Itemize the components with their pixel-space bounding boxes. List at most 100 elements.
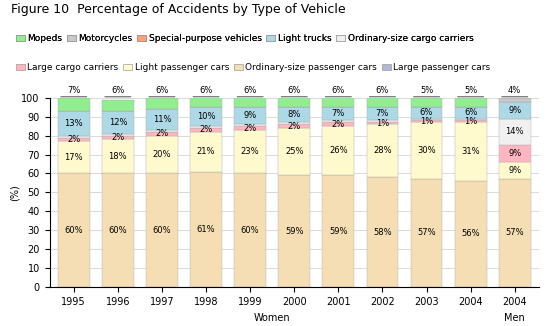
Text: 6%: 6% xyxy=(420,109,433,117)
Text: 10%: 10% xyxy=(197,112,215,121)
Text: 6%: 6% xyxy=(376,86,389,95)
Text: 60%: 60% xyxy=(64,226,83,235)
Text: 1%: 1% xyxy=(376,119,389,128)
Text: 12%: 12% xyxy=(108,118,127,127)
Bar xyxy=(322,175,354,287)
Text: 9%: 9% xyxy=(508,149,521,158)
Bar xyxy=(455,181,487,287)
Text: 57%: 57% xyxy=(417,229,436,238)
Bar xyxy=(146,132,178,136)
Bar xyxy=(366,177,398,287)
Bar xyxy=(411,98,442,107)
Legend: Large cargo carriers, Light passenger cars, Ordinary-size passenger cars, Large : Large cargo carriers, Light passenger ca… xyxy=(15,63,491,72)
Bar xyxy=(234,107,266,124)
Bar xyxy=(190,128,222,132)
Text: 21%: 21% xyxy=(197,147,215,156)
Text: 4%: 4% xyxy=(508,86,521,95)
Bar xyxy=(190,126,222,128)
Bar xyxy=(58,141,90,173)
Bar xyxy=(190,107,222,126)
Text: 1%: 1% xyxy=(420,117,433,126)
Text: Figure 10  Percentage of Accidents by Type of Vehicle: Figure 10 Percentage of Accidents by Typ… xyxy=(11,3,345,16)
Text: 2%: 2% xyxy=(288,122,301,131)
Bar xyxy=(278,175,310,287)
Bar xyxy=(455,121,487,122)
Bar xyxy=(278,107,310,122)
Text: 2%: 2% xyxy=(111,133,124,142)
Bar xyxy=(366,96,398,107)
Bar xyxy=(234,96,266,107)
Text: 5%: 5% xyxy=(464,86,477,95)
Text: 8%: 8% xyxy=(288,110,301,119)
Text: 9%: 9% xyxy=(508,166,521,175)
Text: 17%: 17% xyxy=(64,153,83,162)
Text: 9%: 9% xyxy=(244,111,257,120)
Text: 23%: 23% xyxy=(241,147,260,156)
Bar xyxy=(146,130,178,132)
Bar xyxy=(499,145,531,162)
Text: 11%: 11% xyxy=(153,115,171,124)
Text: 31%: 31% xyxy=(461,147,480,156)
Bar xyxy=(234,130,266,173)
Text: 26%: 26% xyxy=(329,146,348,155)
Text: 2%: 2% xyxy=(332,120,345,129)
Text: 9%: 9% xyxy=(508,106,521,115)
Text: 6%: 6% xyxy=(332,86,345,95)
Bar xyxy=(102,136,134,140)
Text: Men: Men xyxy=(504,313,525,323)
Bar xyxy=(455,122,487,181)
Bar xyxy=(146,109,178,130)
Bar xyxy=(411,121,442,122)
Bar xyxy=(322,122,354,126)
Bar xyxy=(102,134,134,136)
Text: 7%: 7% xyxy=(332,109,345,118)
Y-axis label: (%): (%) xyxy=(10,184,20,201)
Bar xyxy=(499,90,531,98)
Bar xyxy=(190,171,222,287)
Bar xyxy=(455,107,487,119)
Bar xyxy=(58,138,90,141)
Text: 13%: 13% xyxy=(64,119,83,128)
Text: 5%: 5% xyxy=(420,86,433,95)
Text: 59%: 59% xyxy=(329,227,348,236)
Bar xyxy=(278,122,310,124)
Bar xyxy=(366,121,398,122)
Bar xyxy=(322,126,354,175)
Text: 20%: 20% xyxy=(153,150,171,159)
Bar xyxy=(411,107,442,119)
Bar xyxy=(146,173,178,287)
Text: 28%: 28% xyxy=(373,146,392,155)
Bar xyxy=(322,96,354,107)
Bar xyxy=(102,173,134,287)
Bar xyxy=(499,179,531,287)
Legend: Mopeds, Motorcycles, Special-purpose vehicles, Light trucks, Ordinary-size cargo: Mopeds, Motorcycles, Special-purpose veh… xyxy=(15,34,474,43)
Text: 57%: 57% xyxy=(505,229,524,238)
Bar xyxy=(234,124,266,126)
Text: 6%: 6% xyxy=(288,86,301,95)
Text: 61%: 61% xyxy=(197,225,216,234)
Bar xyxy=(278,96,310,107)
Bar xyxy=(455,98,487,107)
Text: 58%: 58% xyxy=(373,228,392,237)
Text: 6%: 6% xyxy=(244,86,257,95)
Bar xyxy=(455,119,487,121)
Bar xyxy=(58,111,90,136)
Text: 6%: 6% xyxy=(199,86,213,95)
Text: 60%: 60% xyxy=(108,226,127,235)
Bar xyxy=(102,100,134,111)
Bar xyxy=(278,124,310,128)
Bar xyxy=(366,124,398,177)
Text: 14%: 14% xyxy=(505,127,524,136)
Bar xyxy=(322,107,354,121)
Text: 60%: 60% xyxy=(153,226,171,235)
Text: 1%: 1% xyxy=(464,117,477,126)
Text: 60%: 60% xyxy=(241,226,260,235)
Text: 2%: 2% xyxy=(200,126,213,134)
Bar xyxy=(499,162,531,179)
Bar xyxy=(499,98,531,102)
Text: 25%: 25% xyxy=(285,147,304,156)
Text: Women: Women xyxy=(254,313,290,323)
Text: 30%: 30% xyxy=(417,146,436,155)
Bar xyxy=(102,140,134,173)
Text: 6%: 6% xyxy=(155,86,169,95)
